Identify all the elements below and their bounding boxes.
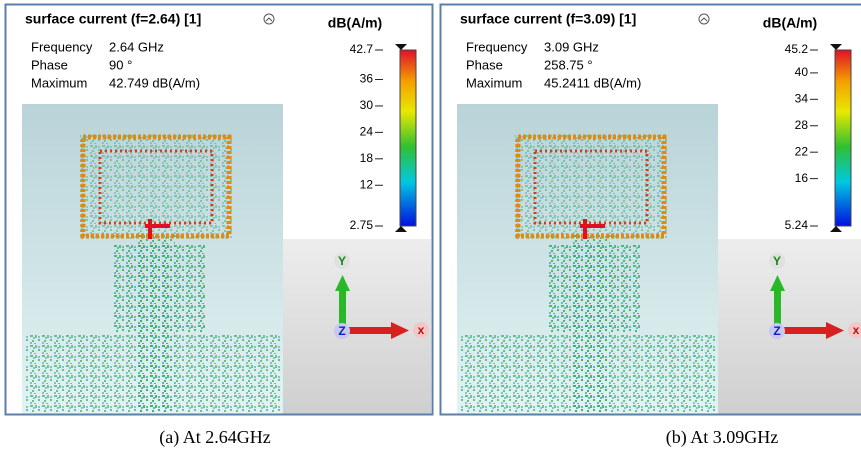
feed-hot xyxy=(145,219,170,239)
colorbar-tick-label: 16 xyxy=(795,171,809,185)
collapse-icon xyxy=(263,13,275,25)
colorbar xyxy=(399,49,417,227)
colorbar-tick-label: 30 xyxy=(360,98,374,112)
colorbar-tick-label: 42.7 xyxy=(350,42,374,56)
y-axis-label: Y xyxy=(338,254,346,268)
legend-title: dB(A/m) xyxy=(763,15,817,31)
info-label: Phase xyxy=(466,57,503,72)
colorbar-tick-label: 34 xyxy=(795,92,809,106)
colorbar-tick-label: 22 xyxy=(795,144,809,158)
info-box xyxy=(22,4,283,104)
frame xyxy=(439,3,861,416)
colorbar-tick-label: 40 xyxy=(795,65,809,79)
y-badge xyxy=(769,253,785,269)
x-axis-label: x xyxy=(418,323,425,337)
panel: surface current (f=3.09) [1] Frequency 3.0… xyxy=(439,3,861,416)
legend-title: dB(A/m) xyxy=(328,15,382,31)
y-arrow xyxy=(339,289,346,327)
y-badge xyxy=(334,253,350,269)
y-arrow xyxy=(774,289,781,327)
x-badge xyxy=(413,322,429,338)
x-arrowhead xyxy=(391,322,409,339)
loop-outer xyxy=(515,134,667,239)
current-pattern xyxy=(460,134,715,412)
info-value: 3.09 GHz xyxy=(544,39,599,54)
current-pattern xyxy=(25,134,280,412)
colorbar-tick-label: 24 xyxy=(360,125,374,139)
info-value: 42.749 dB(A/m) xyxy=(109,75,200,90)
colorbar-max-marker xyxy=(395,44,407,50)
collapse-icon xyxy=(698,13,710,25)
colorbar-tick-label: 36 xyxy=(360,72,374,86)
info-label: Frequency xyxy=(31,39,93,54)
colorbar-tick-label: 45.2 xyxy=(785,42,809,56)
x-arrowhead xyxy=(826,322,844,339)
colorbar-max-marker xyxy=(830,44,842,50)
y-arrowhead xyxy=(770,275,785,291)
info-box xyxy=(457,4,718,104)
colorbar-tick-label: 28 xyxy=(795,118,809,132)
colorbar-min-marker xyxy=(395,226,407,232)
colorbar-min-marker xyxy=(830,226,842,232)
panel-title: surface current (f=2.64) [1] xyxy=(25,11,201,27)
axes-area xyxy=(283,239,431,414)
colorbar-tick-label: 18 xyxy=(360,151,374,165)
frame xyxy=(4,3,434,416)
loop-outer xyxy=(80,134,232,239)
colorbar xyxy=(834,49,852,227)
colorbar-tick-label: 5.24 xyxy=(785,218,809,232)
loop-inner xyxy=(533,149,649,225)
info-value: 258.75 ° xyxy=(544,57,593,72)
z-axis-label: Z xyxy=(773,324,780,338)
feed-hot xyxy=(580,219,605,239)
info-label: Phase xyxy=(31,57,68,72)
y-arrowhead xyxy=(335,275,350,291)
x-arrow xyxy=(783,327,828,334)
x-arrow xyxy=(348,327,393,334)
caption: (a) At 2.64GHz xyxy=(159,427,270,448)
y-axis-label: Y xyxy=(773,254,781,268)
z-badge xyxy=(334,323,350,339)
panel-title: surface current (f=3.09) [1] xyxy=(460,11,636,27)
info-value: 90 ° xyxy=(109,57,132,72)
collapse-chevron xyxy=(700,17,708,22)
z-badge xyxy=(769,323,785,339)
panel: surface current (f=2.64) [1] Frequency 2.6… xyxy=(4,3,434,416)
feed xyxy=(138,234,175,412)
x-axis-label: x xyxy=(853,323,860,337)
x-badge xyxy=(848,322,861,338)
axes-area xyxy=(718,239,861,414)
collapse-chevron xyxy=(265,17,273,22)
info-label: Frequency xyxy=(466,39,528,54)
feed xyxy=(573,234,610,412)
info-label: Maximum xyxy=(466,75,522,90)
colorbar-tick-label: 12 xyxy=(360,177,374,191)
info-value: 2.64 GHz xyxy=(109,39,164,54)
z-axis-label: Z xyxy=(338,324,345,338)
caption: (b) At 3.09GHz xyxy=(666,427,778,448)
loop-inner xyxy=(98,149,214,225)
colorbar-tick-label: 2.75 xyxy=(350,218,374,232)
info-label: Maximum xyxy=(31,75,87,90)
info-value: 45.2411 dB(A/m) xyxy=(544,75,641,90)
